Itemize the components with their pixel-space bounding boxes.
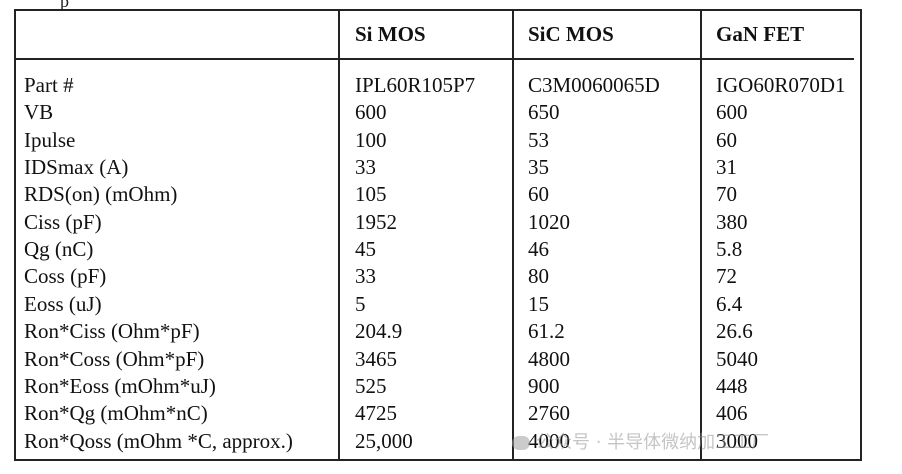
parameter-cell: Ron*Coss (Ohm*pF) (24, 346, 205, 371)
sic-mos-cell: 60 (528, 182, 549, 207)
sic-mos-cell: 61.2 (528, 319, 565, 344)
si-mos-cell: 5 (355, 291, 366, 316)
gan-fet-cell: IGO60R070D1 (716, 73, 846, 97)
wechat-icon (512, 436, 530, 450)
parameter-cell: IDSmax (A) (24, 155, 129, 180)
si-mos-cell: 204.9 (355, 319, 403, 344)
si-mos-cell: 100 (355, 127, 387, 152)
gan-fet-cell: 448 (716, 373, 748, 398)
sic-mos-cell: 35 (528, 155, 549, 180)
watermark-text: 公众号 · 半导体微纳加工工厂 (536, 432, 770, 453)
si-mos-cell: 25,000 (355, 428, 413, 453)
comparison-table (14, 9, 862, 461)
si-mos-cell: 33 (355, 264, 376, 289)
column-divider (700, 9, 702, 461)
parameter-cell: Eoss (uJ) (24, 291, 102, 316)
si-mos-cell: 4725 (355, 401, 397, 426)
si-mos-cell: 33 (355, 155, 376, 180)
si-mos-cell: IPL60R105P7 (355, 73, 476, 97)
cut-off-caption-fragment: p (60, 0, 69, 11)
gan-fet-cell: 26.6 (716, 319, 753, 344)
sic-mos-cell: 900 (528, 373, 560, 398)
si-mos-cell: 525 (355, 373, 387, 398)
si-mos-cell: 3465 (355, 346, 397, 371)
gan-fet-cell: 600 (716, 100, 748, 125)
gan-fet-cell: 31 (716, 155, 737, 180)
parameter-cell: Ron*Qoss (mOhm *C, approx.) (24, 428, 293, 453)
sic-mos-cell: C3M0060065D (528, 73, 660, 97)
parameter-cell: Ron*Eoss (mOhm*uJ) (24, 373, 216, 398)
gan-fet-cell: 3000 (716, 428, 758, 453)
si-mos-cell: 105 (355, 182, 387, 207)
parameter-cell: VB (24, 100, 54, 125)
parameter-cell: Ciss (pF) (24, 209, 102, 234)
sic-mos-cell: 1020 (528, 209, 570, 234)
sic-mos-cell: 2760 (528, 401, 570, 426)
sic-mos-cell: 650 (528, 100, 560, 125)
sic-mos-cell: 4800 (528, 346, 570, 371)
sic-mos-cell: 4000 (528, 428, 570, 453)
si-mos-cell: 1952 (355, 209, 397, 234)
si-mos-cell: 45 (355, 237, 376, 262)
si-mos-cell: 600 (355, 100, 387, 125)
header-divider (16, 58, 854, 60)
parameter-cell: Ron*Qg (mOhm*nC) (24, 401, 208, 426)
watermark: 公众号 · 半导体微纳加工工厂 (512, 428, 769, 454)
column-header-si-mos: Si MOS (355, 22, 426, 46)
parameter-cell: Coss (pF) (24, 264, 107, 289)
parameter-cell: RDS(on) (mOhm) (24, 182, 178, 207)
gan-fet-cell: 60 (716, 127, 737, 152)
sic-mos-cell: 46 (528, 237, 549, 262)
gan-fet-cell: 5.8 (716, 237, 743, 262)
gan-fet-cell: 72 (716, 264, 737, 289)
gan-fet-cell: 380 (716, 209, 748, 234)
column-header-sic-mos: SiC MOS (528, 22, 614, 46)
gan-fet-cell: 406 (716, 401, 748, 426)
parameter-cell: Ron*Ciss (Ohm*pF) (24, 319, 200, 344)
parameter-cell: Part # (24, 73, 74, 97)
column-header-gan-fet: GaN FET (716, 22, 805, 46)
sic-mos-cell: 80 (528, 264, 549, 289)
gan-fet-cell: 70 (716, 182, 737, 207)
gan-fet-cell: 6.4 (716, 291, 743, 316)
gan-fet-cell: 5040 (716, 346, 758, 371)
parameter-cell: Ipulse (24, 127, 76, 152)
column-divider (512, 9, 514, 461)
sic-mos-cell: 53 (528, 127, 549, 152)
parameter-cell: Qg (nC) (24, 237, 94, 262)
column-divider (338, 9, 340, 461)
sic-mos-cell: 15 (528, 291, 549, 316)
